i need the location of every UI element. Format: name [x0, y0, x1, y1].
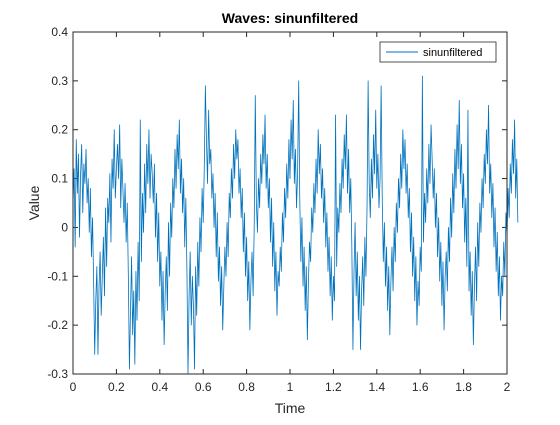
x-tick-label: 1.8: [455, 380, 472, 394]
y-tick-label: 0.2: [51, 123, 68, 137]
axes-box: [72, 31, 508, 375]
x-tick-label: 1: [287, 380, 294, 394]
x-tick-label: 1.4: [368, 380, 385, 394]
y-tick-label: -0.2: [47, 318, 68, 332]
y-tick-label: 0.3: [51, 74, 68, 88]
x-tick-label: 0.8: [238, 380, 255, 394]
x-tick-label: 0: [70, 380, 77, 394]
chart-title: Waves: sinunfiltered: [222, 10, 358, 26]
legend-label-sinunfiltered: sinunfiltered: [423, 47, 482, 59]
x-axis-label: Time: [275, 400, 306, 416]
x-tick-label: 0.2: [108, 380, 125, 394]
x-tick-label: 2: [504, 380, 511, 394]
legend-box: [379, 41, 497, 63]
y-tick-label: 0.1: [51, 172, 68, 186]
tick-layer: 0 0.2 0.4 0.6 0.8 1 1.2 1.4 1.6 1.8 2 -0.3 -0.2 -0.1 0…: [47, 25, 510, 394]
x-tick-label: 0.4: [151, 380, 168, 394]
legend: sinunfiltered: [379, 41, 497, 63]
x-tick-label: 1.6: [412, 380, 429, 394]
y-tick-label: 0: [61, 220, 68, 234]
series-line-sinunfiltered: [72, 75, 519, 375]
y-tick-label: -0.3: [47, 367, 68, 381]
x-tick-label: 0.6: [195, 380, 212, 394]
x-tick-label: 1.2: [325, 380, 342, 394]
y-tick-label: -0.1: [47, 269, 68, 283]
y-tick-label: 0.4: [51, 25, 68, 39]
y-axis-label: Value: [26, 185, 42, 220]
